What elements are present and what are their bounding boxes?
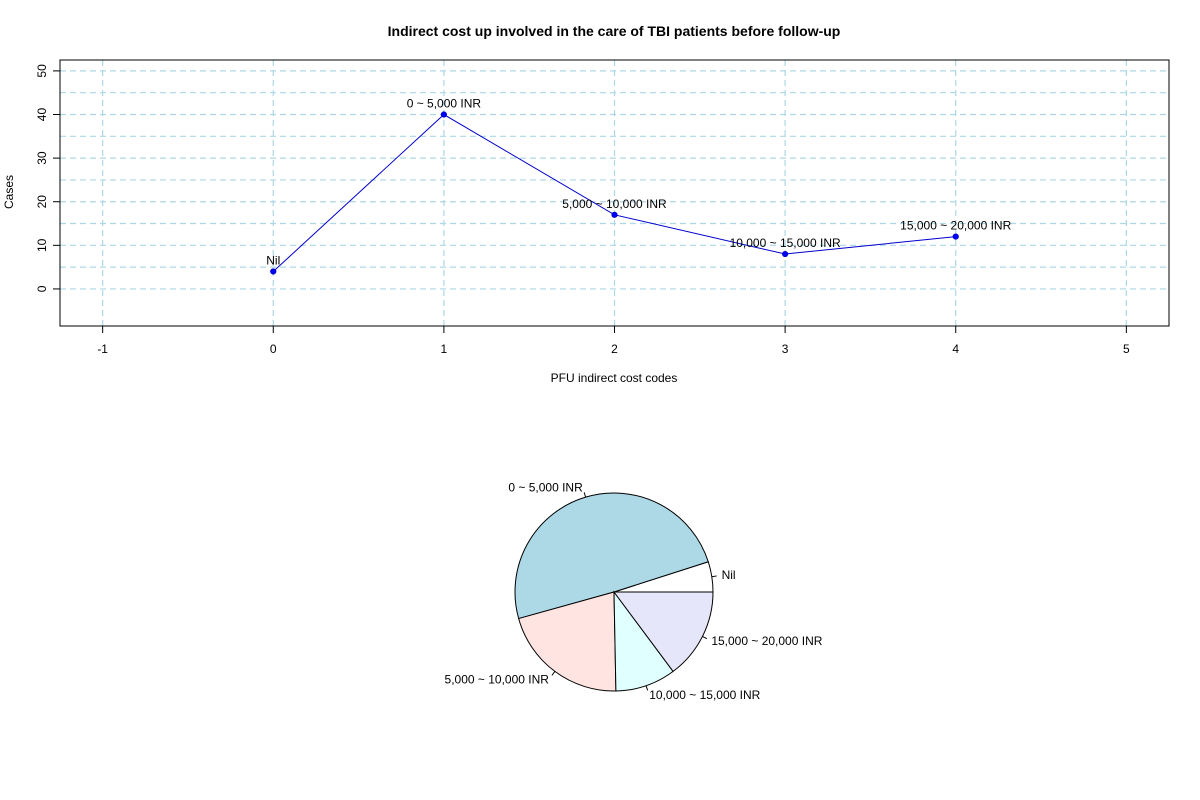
x-tick-label: 2 [611,342,618,356]
pie-leader-line [711,575,717,578]
data-point-label: 15,000 ~ 20,000 INR [900,219,1011,233]
y-tick-label: 50 [35,64,49,78]
pie-slice-label: 0 ~ 5,000 INR [508,481,583,495]
x-tick-label: 5 [1123,342,1130,356]
pie-leader-line [645,685,649,691]
pie-slice-label: 10,000 ~ 15,000 INR [649,688,760,702]
data-point-label: Nil [266,253,280,267]
y-tick-label: 40 [35,108,49,122]
data-point [611,211,618,218]
y-tick-label: 10 [35,238,49,252]
x-tick-label: 4 [952,342,959,356]
x-axis-label: PFU indirect cost codes [551,371,678,385]
pie-slice-label: 5,000 ~ 10,000 INR [445,672,550,686]
data-point [270,268,277,275]
data-point-label: 10,000 ~ 15,000 INR [730,236,841,250]
data-point [782,250,789,258]
x-tick-label: 0 [270,342,277,356]
y-tick-label: 0 [35,285,49,292]
pie-slice [518,591,617,692]
pie-leader-line [583,492,587,498]
pie-leader-line [551,671,556,676]
x-tick-label: -1 [97,342,108,356]
y-tick-label: 20 [35,195,49,209]
pie-leader-line [702,635,708,640]
data-point [952,233,959,240]
line-chart-title: Indirect cost up involved in the care of… [388,23,841,39]
pie-slice-label: 15,000 ~ 20,000 INR [711,634,822,648]
x-tick-label: 1 [441,342,448,356]
x-tick-label: 3 [782,342,789,356]
y-axis-label: Cases [2,175,16,209]
data-point [440,111,447,118]
y-tick-label: 30 [35,151,49,165]
data-point-label: 0 ~ 5,000 INR [407,97,482,111]
data-point-label: 5,000 ~ 10,000 INR [562,197,667,211]
pie-slice-label: Nil [722,568,736,582]
